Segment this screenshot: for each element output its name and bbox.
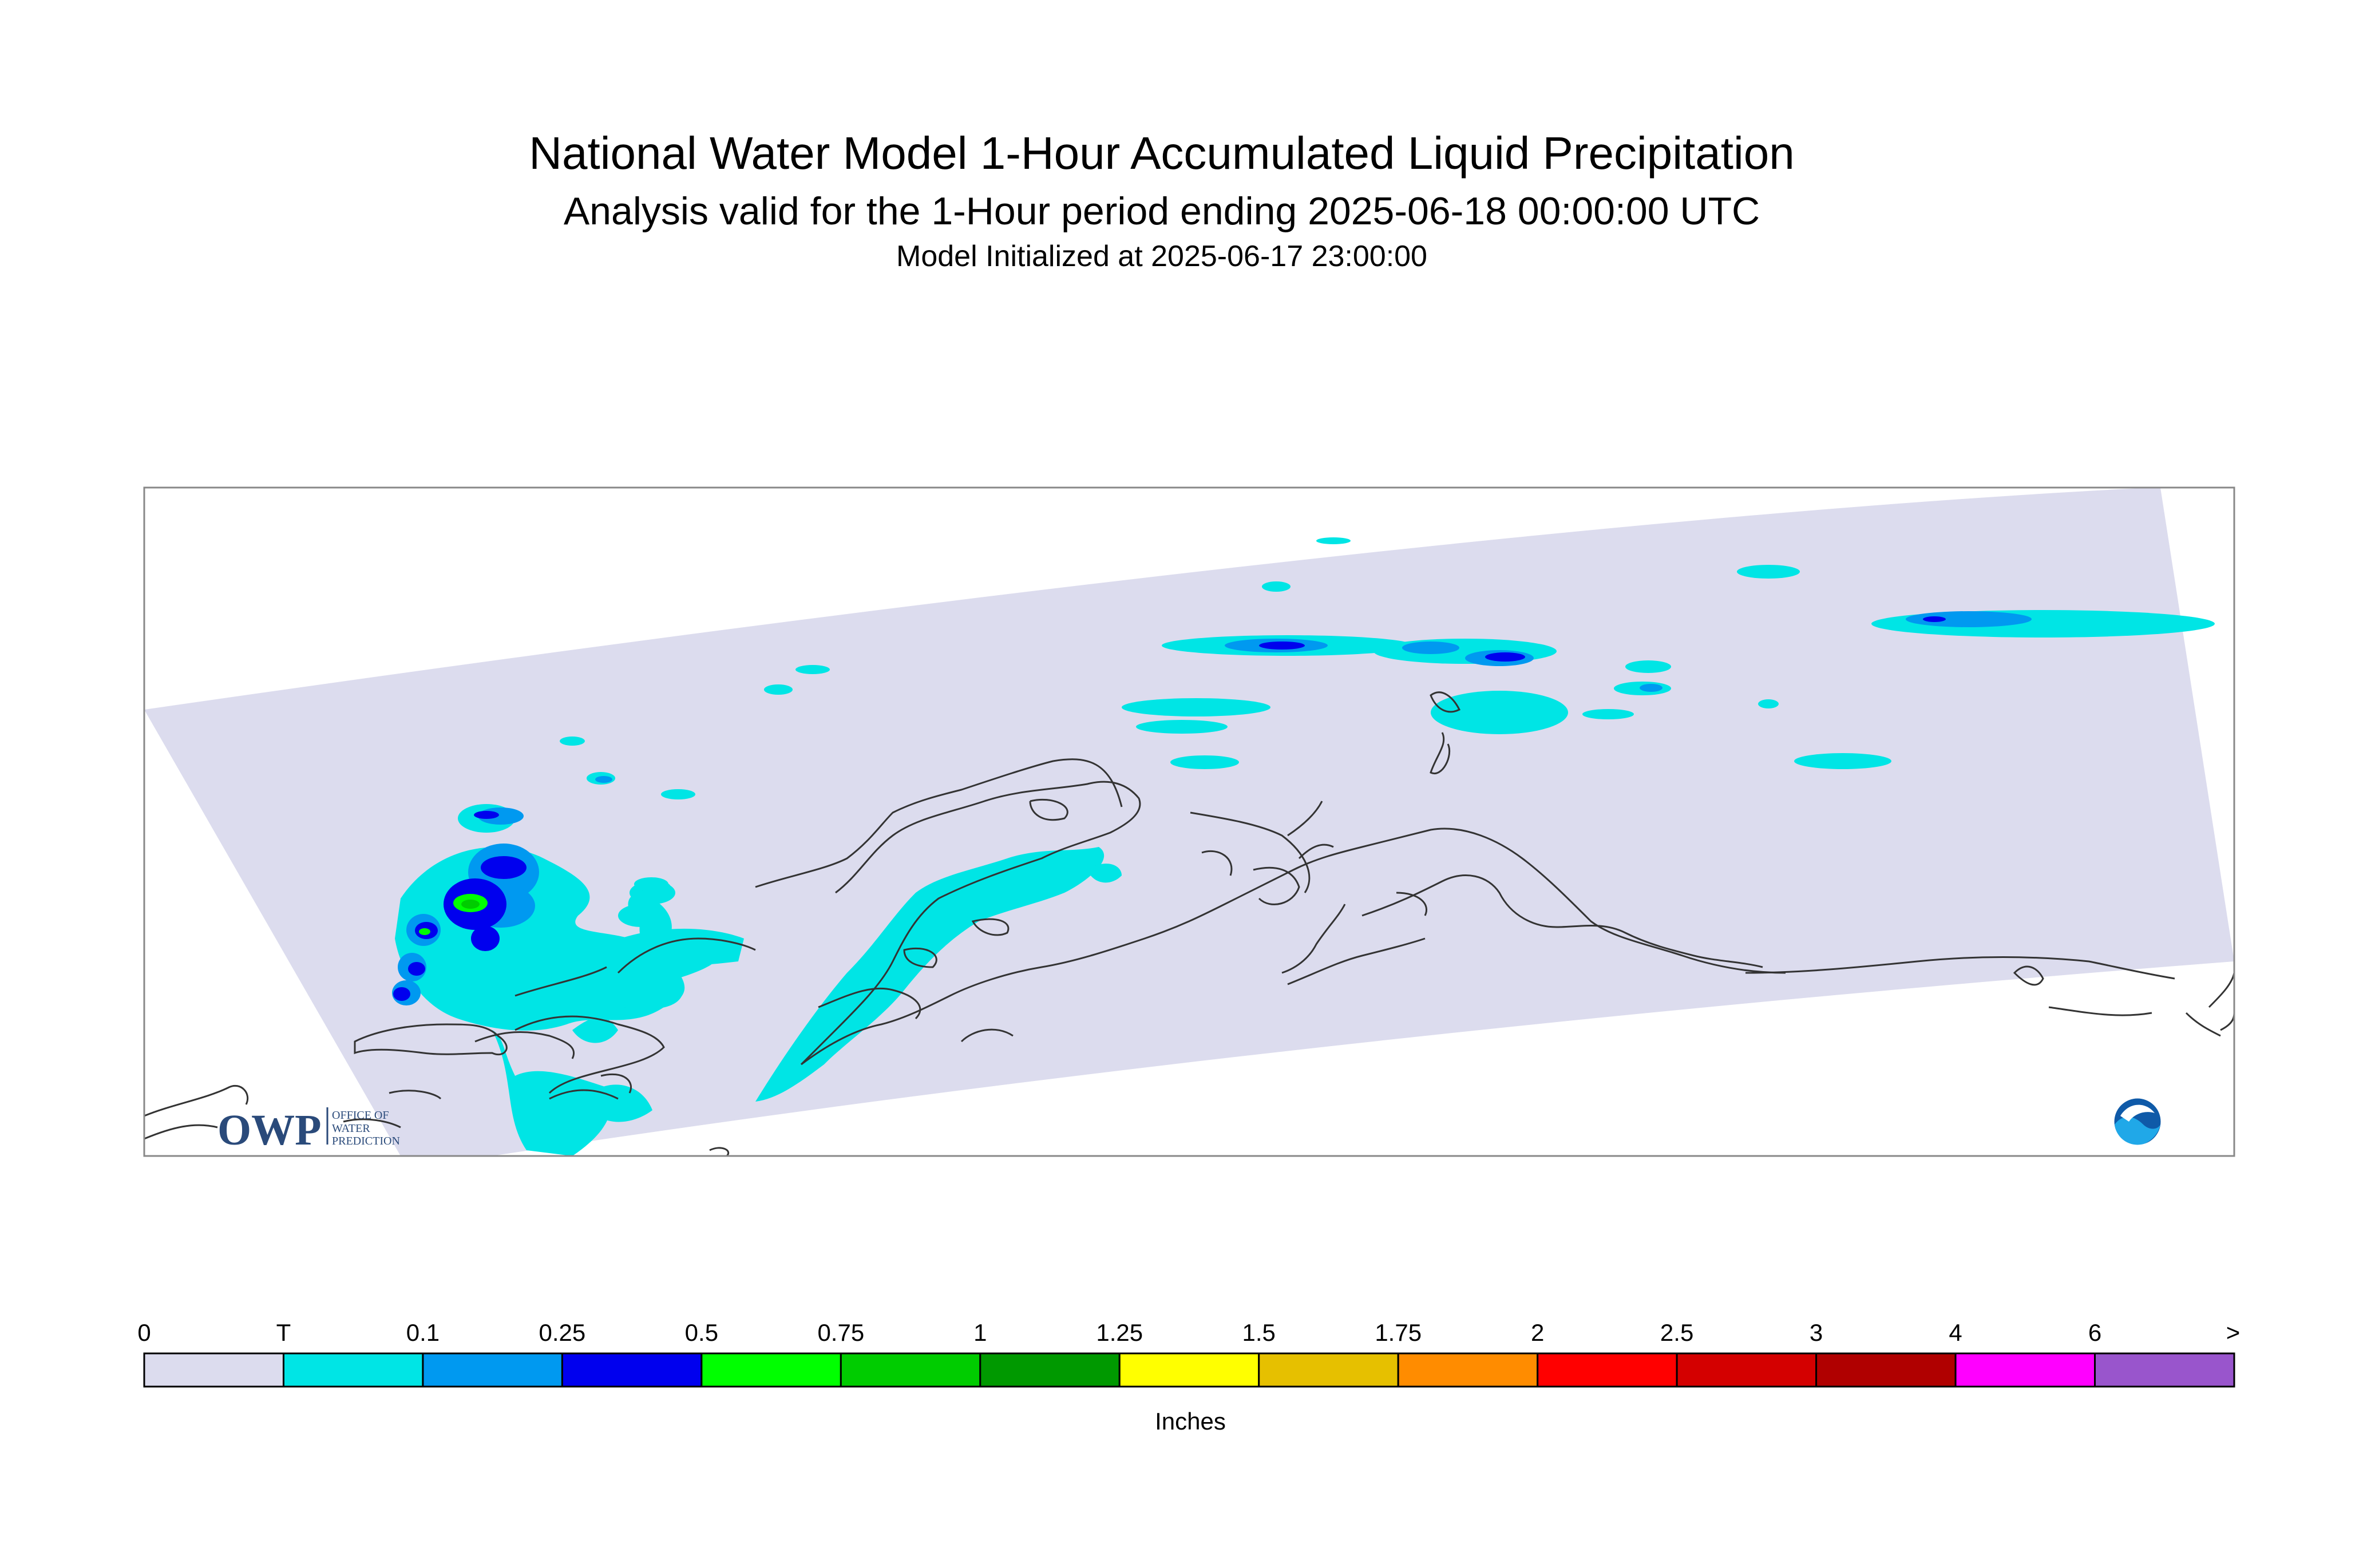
- legend-label: 0: [137, 1319, 151, 1346]
- legend-label: 6: [2088, 1319, 2102, 1346]
- legend-bar: [143, 1352, 2235, 1388]
- legend-label: >: [2226, 1319, 2241, 1346]
- legend-units: Inches: [1155, 1408, 1226, 1435]
- legend-swatch: [1815, 1352, 1957, 1388]
- legend-label: 2: [1530, 1319, 1545, 1346]
- legend-swatch: [2094, 1352, 2235, 1388]
- legend-swatch: [1537, 1352, 1678, 1388]
- legend-label: 0.5: [684, 1319, 719, 1346]
- svg-text:OFFICE OF: OFFICE OF: [332, 1109, 389, 1122]
- legend-swatch: [1118, 1352, 1260, 1388]
- legend-swatch: [1954, 1352, 2096, 1388]
- model-domain: [144, 488, 2234, 1156]
- legend-swatch: [561, 1352, 703, 1388]
- map-subtitle: Analysis valid for the 1-Hour period end…: [563, 189, 1760, 233]
- legend-swatch: [143, 1352, 284, 1388]
- legend-label: 1.25: [1096, 1319, 1143, 1346]
- map-frame: [143, 486, 2235, 1157]
- legend-swatch: [422, 1352, 563, 1388]
- legend-swatch: [979, 1352, 1121, 1388]
- model-init-text: Model Initialized at 2025-06-17 23:00:00: [896, 240, 1427, 273]
- noaa-logo: [2112, 1096, 2163, 1147]
- svg-text:WATER: WATER: [332, 1122, 370, 1135]
- legend-label: 1.5: [1242, 1319, 1276, 1346]
- legend-swatch: [1676, 1352, 1818, 1388]
- legend-label: 3: [1809, 1319, 1823, 1346]
- legend-label: T: [276, 1319, 291, 1346]
- legend-swatch: [700, 1352, 842, 1388]
- coastlines: [144, 691, 2234, 1156]
- legend-label: 0.75: [817, 1319, 865, 1346]
- legend-label: 0.25: [539, 1319, 586, 1346]
- owp-logo: OWP OFFICE OF WATER PREDICTION: [217, 1106, 400, 1154]
- svg-text:PREDICTION: PREDICTION: [332, 1135, 400, 1147]
- legend-label: 1: [973, 1319, 987, 1346]
- svg-text:OWP: OWP: [217, 1106, 322, 1154]
- map-title: National Water Model 1-Hour Accumulated …: [529, 128, 1795, 179]
- legend-swatch: [1258, 1352, 1399, 1388]
- legend-swatch: [1397, 1352, 1539, 1388]
- legend-swatch: [282, 1352, 424, 1388]
- legend-label: 1.75: [1375, 1319, 1422, 1346]
- legend-swatch: [840, 1352, 981, 1388]
- legend-label: 0.1: [406, 1319, 440, 1346]
- precip-0.75: [461, 900, 480, 909]
- legend-label: 2.5: [1660, 1319, 1694, 1346]
- legend-label: 4: [1949, 1319, 1962, 1346]
